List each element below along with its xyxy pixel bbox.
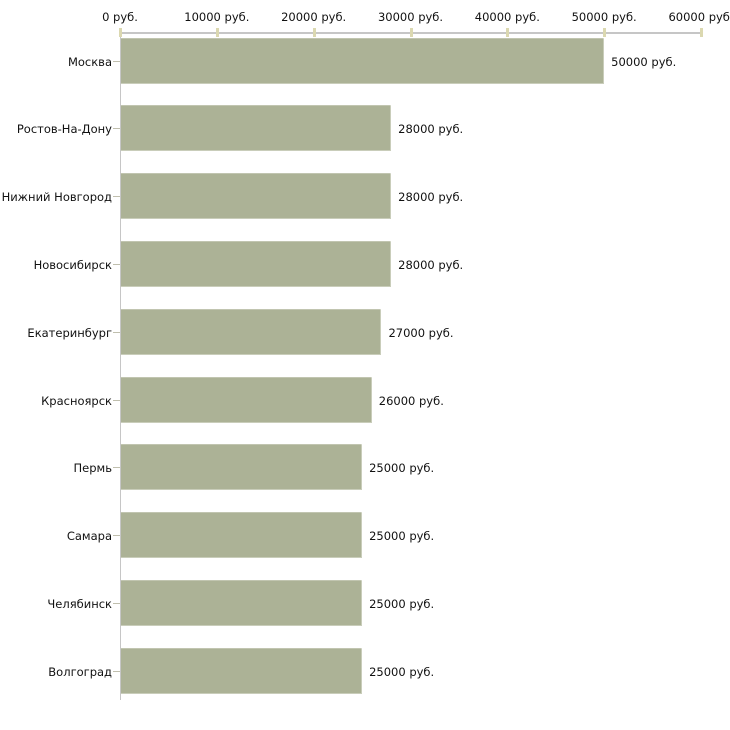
bar-value-label: 25000 руб. — [369, 664, 435, 679]
y-axis-tick-icon — [113, 263, 120, 265]
y-axis-tick-icon — [113, 60, 120, 62]
y-axis-tick-icon — [113, 535, 120, 537]
x-axis-tick-label: 40000 руб. — [474, 10, 540, 24]
x-axis-tick-icon — [312, 28, 316, 37]
bar-value-label: 26000 руб. — [378, 393, 444, 408]
x-axis-tick-icon — [215, 28, 219, 37]
bar — [121, 105, 392, 152]
category-label: Новосибирск — [33, 257, 112, 272]
bar — [121, 444, 363, 491]
category-label: Москва — [67, 54, 112, 69]
bar — [121, 579, 363, 626]
x-axis-tick-icon — [409, 28, 413, 37]
y-axis-tick-icon — [113, 467, 120, 469]
bar — [121, 376, 372, 423]
x-axis-tick-icon — [506, 28, 510, 37]
x-axis-tick-label: 0 руб. — [102, 10, 138, 24]
y-axis-tick-icon — [113, 331, 120, 333]
y-axis-line — [120, 32, 121, 700]
x-axis-tick-label: 20000 руб. — [281, 10, 347, 24]
category-label: Ростов-На-Дону — [16, 122, 112, 137]
category-label: Красноярск — [41, 393, 112, 408]
bar-value-label: 50000 руб. — [611, 54, 677, 69]
y-axis-tick-icon — [113, 196, 120, 198]
bar-value-label: 25000 руб. — [369, 461, 435, 476]
bar — [121, 37, 605, 84]
y-axis-tick-icon — [113, 128, 120, 130]
x-axis-tick-label: 10000 руб. — [184, 10, 250, 24]
category-label: Самара — [66, 529, 112, 544]
x-axis-tick-icon — [700, 28, 703, 37]
category-label: Волгоград — [48, 664, 112, 679]
bar-value-label: 25000 руб. — [369, 596, 435, 611]
bar-value-label: 28000 руб. — [398, 257, 464, 272]
category-label: Челябинск — [47, 596, 112, 611]
category-label: Екатеринбург — [27, 325, 112, 340]
x-axis-tick-icon — [119, 28, 122, 37]
bar-value-label: 27000 руб. — [388, 325, 454, 340]
category-label: Нижний Новгород — [1, 190, 112, 205]
bar-value-label: 28000 руб. — [398, 190, 464, 205]
x-axis-tick-label: 60000 руб. — [668, 10, 730, 24]
bar — [121, 308, 382, 355]
bar — [121, 647, 363, 694]
bar — [121, 512, 363, 559]
x-axis-tick-label: 50000 руб. — [571, 10, 637, 24]
category-label: Пермь — [73, 461, 112, 476]
bar — [121, 173, 392, 220]
y-axis-tick-icon — [113, 602, 120, 604]
y-axis-tick-icon — [113, 399, 120, 401]
bar — [121, 240, 392, 287]
bar-value-label: 25000 руб. — [369, 529, 435, 544]
x-axis-tick-icon — [603, 28, 607, 37]
y-axis-tick-icon — [113, 670, 120, 672]
bar-value-label: 28000 руб. — [398, 122, 464, 137]
x-axis-tick-label: 30000 руб. — [377, 10, 444, 24]
